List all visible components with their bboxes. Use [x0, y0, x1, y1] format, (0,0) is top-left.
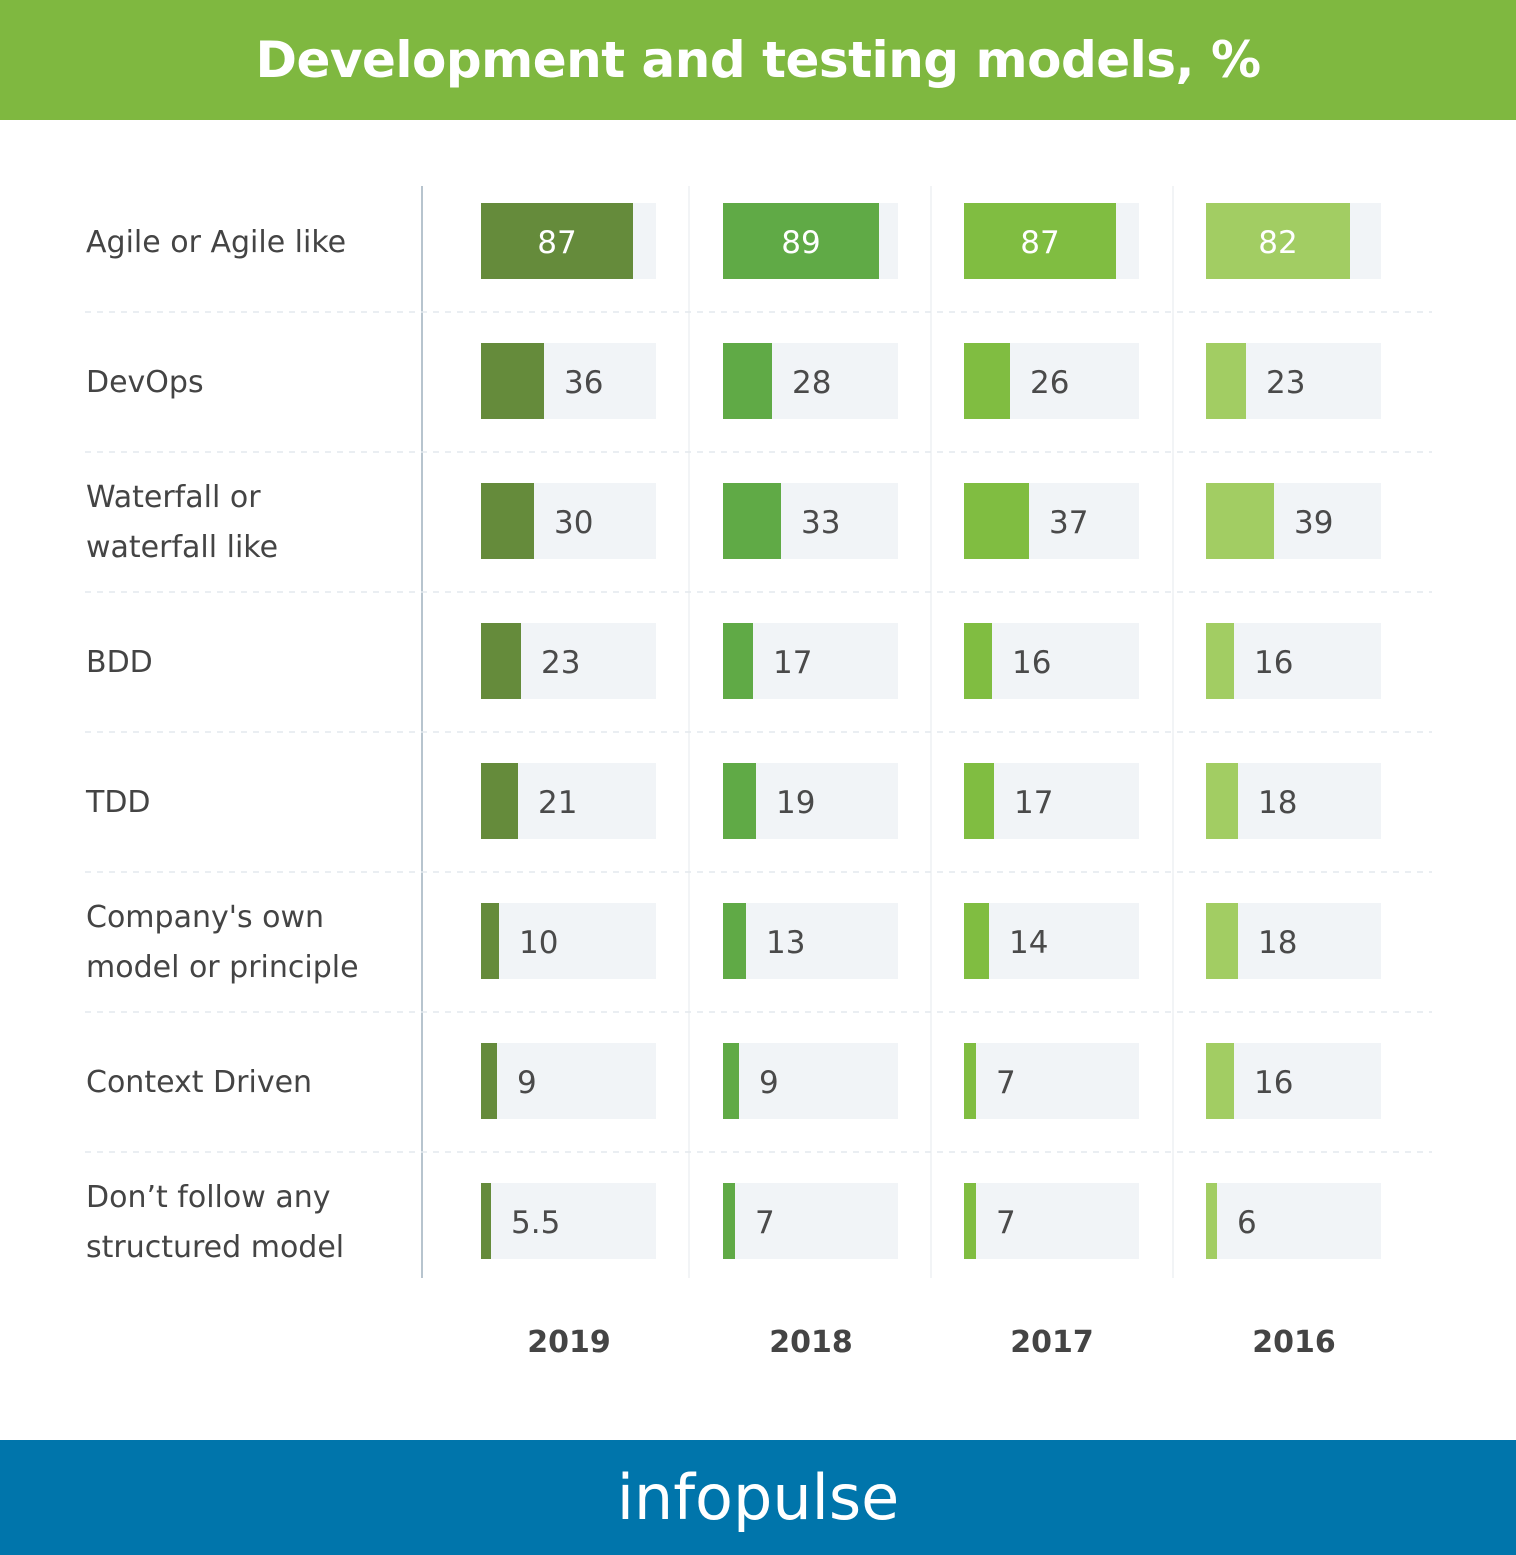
data-label: 19 — [776, 785, 815, 821]
bar — [964, 903, 989, 979]
data-label: 28 — [792, 365, 831, 401]
bar — [481, 1183, 491, 1259]
category-label: TDD — [85, 785, 151, 820]
bar — [1206, 1043, 1234, 1119]
year-label: 2017 — [1010, 1325, 1094, 1360]
year-label: 2018 — [769, 1325, 853, 1360]
bar-track — [1206, 1043, 1381, 1119]
data-label: 82 — [1258, 225, 1297, 261]
footer-brand-bar: infopulse — [0, 1440, 1516, 1555]
bar-track — [723, 1043, 898, 1119]
bar — [1206, 483, 1274, 559]
data-label: 10 — [519, 925, 558, 961]
data-label: 16 — [1254, 645, 1293, 681]
bar — [964, 1043, 976, 1119]
bar-track — [481, 1043, 656, 1119]
category-label: Context Driven — [86, 1065, 312, 1100]
bar-track — [723, 1183, 898, 1259]
bar — [723, 903, 746, 979]
data-label: 16 — [1254, 1065, 1293, 1101]
data-label: 23 — [1266, 365, 1305, 401]
bar-track — [964, 903, 1139, 979]
bar — [481, 483, 534, 559]
bar — [1206, 203, 1350, 279]
data-label: 7 — [996, 1065, 1016, 1101]
bar — [1206, 623, 1234, 699]
data-label: 17 — [1014, 785, 1053, 821]
bar — [481, 1043, 497, 1119]
category-label: DevOps — [86, 365, 204, 400]
bar — [1206, 1183, 1217, 1259]
bar-track — [1206, 1183, 1381, 1259]
bar — [481, 623, 521, 699]
bar-track — [1206, 623, 1381, 699]
bar — [723, 1043, 739, 1119]
category-label: Don’t follow any structured model — [86, 1180, 344, 1265]
data-label: 39 — [1294, 505, 1333, 541]
year-label: 2016 — [1252, 1325, 1336, 1360]
data-label: 89 — [781, 225, 820, 261]
bar — [964, 203, 1116, 279]
data-label: 7 — [996, 1205, 1016, 1241]
data-label: 18 — [1258, 925, 1297, 961]
category-label: Waterfall or waterfall like — [86, 480, 278, 565]
data-label: 7 — [755, 1205, 775, 1241]
data-label: 16 — [1012, 645, 1051, 681]
data-label: 13 — [766, 925, 805, 961]
bar — [964, 483, 1029, 559]
data-label: 17 — [773, 645, 812, 681]
category-label: BDD — [86, 645, 153, 680]
bar — [723, 623, 753, 699]
bar — [1206, 343, 1246, 419]
bar — [481, 763, 518, 839]
bar — [1206, 903, 1238, 979]
data-label: 36 — [564, 365, 603, 401]
bar — [964, 343, 1010, 419]
bar — [723, 343, 772, 419]
data-label: 87 — [1020, 225, 1059, 261]
data-label: 6 — [1237, 1205, 1257, 1241]
bar-track — [481, 1183, 656, 1259]
data-label: 33 — [801, 505, 840, 541]
category-label: Agile or Agile like — [86, 225, 346, 260]
data-label: 30 — [554, 505, 593, 541]
chart-header: Development and testing models, % — [0, 0, 1516, 120]
bar — [964, 1183, 976, 1259]
category-label: Company's own model or principle — [86, 900, 359, 985]
data-label: 9 — [517, 1065, 537, 1101]
data-label: 18 — [1258, 785, 1297, 821]
bar — [723, 763, 756, 839]
data-label: 5.5 — [511, 1205, 560, 1241]
bar — [481, 203, 633, 279]
bar-chart: Agile or Agile like 87 89 87 82 DevOps 36 28 26 2… — [85, 186, 1432, 1360]
bar — [723, 483, 781, 559]
bar-track — [964, 1043, 1139, 1119]
data-label: 87 — [537, 225, 576, 261]
bar-track — [964, 1183, 1139, 1259]
bar — [481, 903, 499, 979]
bar — [964, 763, 994, 839]
bar — [723, 1183, 735, 1259]
bar — [723, 203, 879, 279]
chart-title: Development and testing models, % — [255, 31, 1261, 89]
data-label: 9 — [759, 1065, 779, 1101]
bar-track — [723, 903, 898, 979]
year-label: 2019 — [527, 1325, 611, 1360]
data-label: 26 — [1030, 365, 1069, 401]
brand-logo: infopulse — [616, 1461, 900, 1534]
bar-track — [481, 903, 656, 979]
bar-track — [964, 623, 1139, 699]
bar — [1206, 763, 1238, 839]
data-label: 14 — [1009, 925, 1048, 961]
data-label: 23 — [541, 645, 580, 681]
bar — [964, 623, 992, 699]
data-label: 37 — [1049, 505, 1088, 541]
bar — [481, 343, 544, 419]
data-label: 21 — [538, 785, 577, 821]
